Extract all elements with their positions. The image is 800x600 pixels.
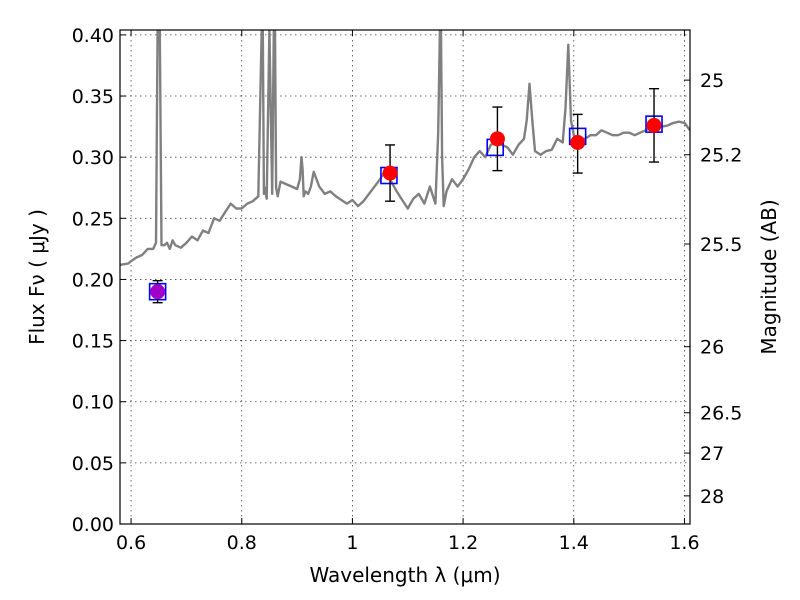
y-axis-ticks: 0.00 0.05 0.10 0.15 0.20 0.25 0.30 0.35 0.40	[72, 25, 126, 536]
observed-point-marker	[570, 134, 586, 150]
y-tick-label: 0.10	[72, 392, 114, 414]
observed-point	[570, 113, 586, 174]
magnitude-axis-title: Magnitude (AB)	[757, 199, 781, 354]
y-tick-label: 0.25	[72, 208, 114, 230]
magnitude-tick-label: 25	[700, 70, 724, 92]
magnitude-tick-label: 26	[700, 337, 724, 359]
magnitude-tick-label: 25.5	[700, 234, 742, 256]
y-tick-label: 0.20	[72, 269, 114, 291]
magnitude-tick-label: 25.2	[700, 145, 742, 167]
x-axis-title: Wavelength λ (μm)	[309, 563, 500, 587]
y-tick-label: 0.00	[72, 514, 114, 536]
x-tick-label: 1	[346, 532, 358, 554]
x-tick-label: 1.4	[559, 532, 589, 554]
plot-frame	[119, 29, 691, 525]
observed-point-marker	[382, 165, 398, 181]
x-tick-label: 0.8	[227, 532, 257, 554]
spectrum-line	[120, 30, 690, 266]
observed-point-marker	[646, 117, 662, 133]
spectrum-path	[120, 30, 690, 266]
x-tick-label: 1.2	[448, 532, 478, 554]
x-axis-ticks: 0.6 0.8 1 1.2 1.4 1.6	[116, 30, 700, 554]
magnitude-tick-label: 27	[700, 443, 724, 465]
y-tick-label: 0.05	[72, 453, 114, 475]
observed-points	[150, 87, 662, 304]
observed-point-marker	[150, 284, 166, 300]
y-tick-label: 0.40	[72, 25, 114, 47]
y-tick-label: 0.15	[72, 331, 114, 353]
magnitude-tick-label: 26.5	[700, 403, 742, 425]
magnitude-axis-ticks: 25 25.2 25.5 26 26.5 27 28	[684, 70, 742, 508]
y-tick-label: 0.35	[72, 86, 114, 108]
observed-point	[382, 144, 398, 202]
y-tick-label: 0.30	[72, 147, 114, 169]
observed-point	[646, 87, 662, 163]
observed-point-marker	[489, 131, 505, 147]
observed-point	[489, 106, 505, 172]
grid	[120, 30, 690, 525]
y-axis-title: Flux Fν ( μJy )	[25, 209, 49, 345]
x-tick-label: 1.6	[669, 532, 699, 554]
x-tick-label: 0.6	[116, 532, 146, 554]
observed-point	[150, 279, 166, 304]
magnitude-tick-label: 28	[700, 486, 724, 508]
